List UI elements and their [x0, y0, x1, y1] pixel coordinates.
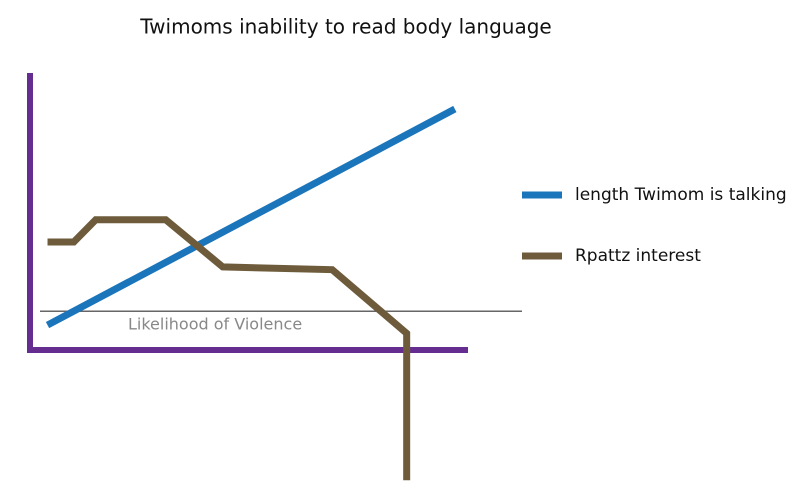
series-line — [47, 216, 411, 481]
legend-label: length Twimom is talking — [575, 185, 787, 205]
reference-label: Likelihood of Violence — [128, 315, 302, 334]
chart-title: Twimoms inability to read body language — [139, 15, 551, 39]
legend-label: Rpattz interest — [575, 246, 701, 266]
series-line — [45, 105, 457, 329]
